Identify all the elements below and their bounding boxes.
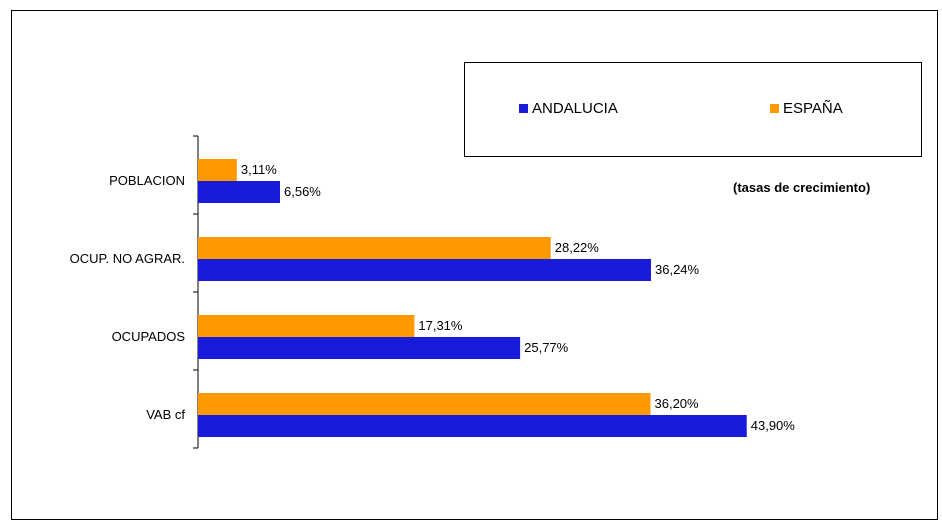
bar-espana — [198, 237, 551, 259]
data-label: 43,90% — [751, 418, 796, 433]
category-label: POBLACION — [109, 173, 185, 188]
bar-andalucia — [198, 415, 747, 437]
legend-label-andalucia: ANDALUCIA — [532, 100, 618, 117]
bar-espana — [198, 159, 237, 181]
category-label: OCUPADOS — [112, 329, 186, 344]
legend-item-andalucia: ANDALUCIA — [519, 100, 618, 117]
data-label: 36,24% — [655, 262, 700, 277]
bar-andalucia — [198, 259, 651, 281]
data-label: 25,77% — [524, 340, 569, 355]
legend-swatch-espana — [770, 104, 779, 113]
legend-label-espana: ESPAÑA — [783, 100, 843, 117]
data-label: 28,22% — [555, 240, 600, 255]
data-label: 36,20% — [655, 396, 700, 411]
data-label: 17,31% — [418, 318, 463, 333]
category-label: VAB cf — [146, 407, 185, 422]
category-label: OCUP. NO AGRAR. — [70, 251, 185, 266]
bar-espana — [198, 393, 651, 415]
legend-swatch-andalucia — [519, 104, 528, 113]
bar-espana — [198, 315, 415, 337]
chart-legend: ANDALUCIA ESPAÑA — [464, 62, 922, 157]
chart-annotation: (tasas de crecimiento) — [733, 180, 871, 195]
bar-andalucia — [198, 337, 521, 359]
data-label: 6,56% — [284, 184, 321, 199]
data-label: 3,11% — [241, 162, 277, 177]
legend-item-espana: ESPAÑA — [770, 100, 843, 117]
bar-andalucia — [198, 181, 280, 203]
